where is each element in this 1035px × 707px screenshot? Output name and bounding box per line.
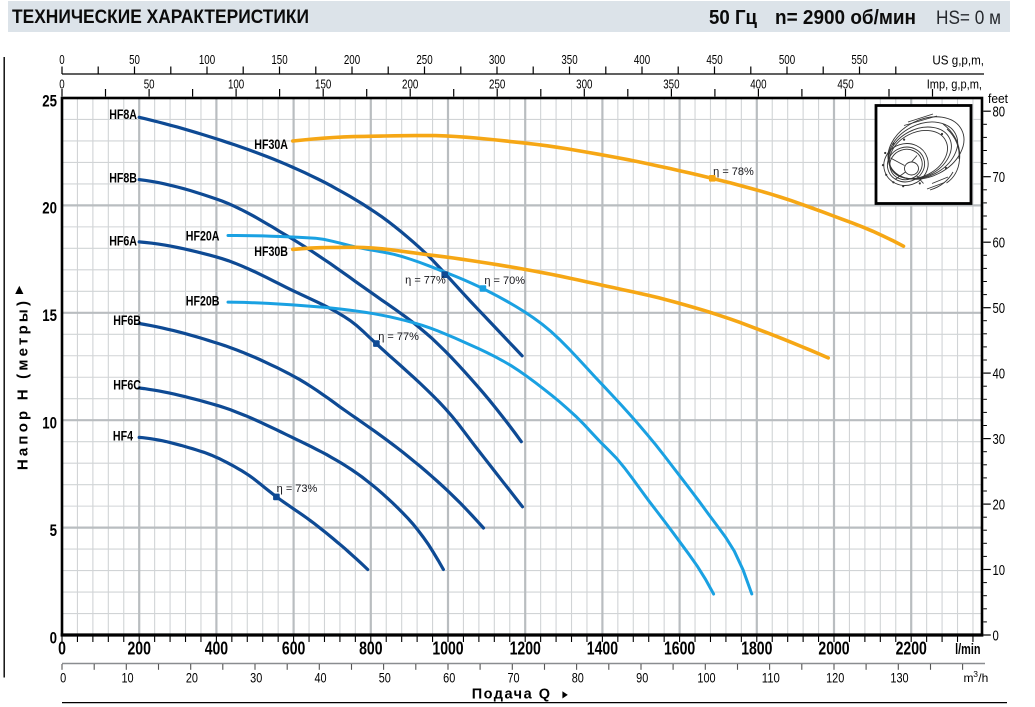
svg-text:120: 120 (826, 669, 844, 685)
svg-text:3: 3 (973, 669, 978, 679)
svg-text:130: 130 (890, 669, 908, 685)
svg-text:HF30A: HF30A (254, 136, 288, 152)
svg-text:400: 400 (750, 77, 766, 91)
svg-text:5: 5 (50, 521, 57, 540)
svg-text:2200: 2200 (896, 639, 927, 659)
svg-text:150: 150 (271, 53, 287, 67)
svg-text:0: 0 (58, 639, 66, 659)
svg-text:η = 78%: η = 78% (713, 166, 754, 178)
svg-text:400: 400 (634, 53, 650, 67)
svg-text:10: 10 (993, 563, 1006, 579)
svg-text:Подача Q: Подача Q (472, 687, 552, 703)
svg-text:1800: 1800 (741, 639, 772, 659)
svg-text:60: 60 (993, 236, 1006, 252)
svg-text:150: 150 (315, 77, 331, 91)
svg-text:50: 50 (129, 53, 140, 67)
svg-text:110: 110 (762, 669, 780, 685)
svg-text:350: 350 (663, 77, 679, 91)
svg-text:40: 40 (993, 367, 1006, 383)
svg-text:0: 0 (59, 53, 64, 67)
svg-text:η = 73%: η = 73% (277, 483, 318, 495)
svg-text:200: 200 (402, 77, 418, 91)
svg-text:1400: 1400 (587, 639, 618, 659)
svg-text:1000: 1000 (432, 639, 463, 659)
svg-text:90: 90 (636, 669, 648, 685)
svg-text:25: 25 (42, 91, 57, 110)
svg-text:/h: /h (978, 671, 988, 685)
svg-text:0: 0 (60, 669, 66, 685)
svg-text:50: 50 (379, 669, 391, 685)
svg-text:350: 350 (561, 53, 577, 67)
svg-text:800: 800 (359, 639, 382, 659)
svg-text:600: 600 (282, 639, 305, 659)
svg-text:US g,p,m,: US g,p,m, (932, 53, 984, 67)
svg-text:Напор H (метры): Напор H (метры) (15, 298, 32, 470)
svg-text:HF20B: HF20B (186, 293, 220, 309)
svg-text:HF6C: HF6C (113, 377, 141, 393)
svg-text:n= 2900 об/мин: n= 2900 об/мин (775, 7, 916, 29)
svg-text:10: 10 (121, 669, 133, 685)
svg-text:HF20A: HF20A (186, 228, 220, 244)
svg-text:HF4: HF4 (113, 428, 133, 444)
svg-text:η = 77%: η = 77% (378, 331, 419, 343)
svg-text:250: 250 (489, 77, 505, 91)
svg-text:30: 30 (993, 432, 1006, 448)
svg-text:HF6B: HF6B (113, 312, 141, 328)
svg-text:20: 20 (186, 669, 198, 685)
svg-text:1600: 1600 (664, 639, 695, 659)
svg-text:450: 450 (837, 77, 853, 91)
svg-text:ТЕХНИЧЕСКИЕ ХАРАКТЕРИСТИКИ: ТЕХНИЧЕСКИЕ ХАРАКТЕРИСТИКИ (12, 6, 309, 28)
svg-text:100: 100 (228, 77, 244, 91)
svg-text:100: 100 (697, 669, 715, 685)
svg-text:15: 15 (42, 306, 57, 325)
svg-text:m: m (964, 671, 974, 685)
svg-text:HF8B: HF8B (109, 170, 137, 186)
svg-text:400: 400 (205, 639, 228, 659)
svg-text:70: 70 (507, 669, 519, 685)
svg-text:10: 10 (42, 414, 57, 433)
svg-text:200: 200 (128, 639, 151, 659)
svg-text:80: 80 (993, 105, 1006, 121)
svg-text:l/min: l/min (955, 642, 980, 658)
svg-text:40: 40 (314, 669, 326, 685)
svg-text:0: 0 (59, 77, 64, 91)
svg-text:200: 200 (344, 53, 360, 67)
svg-text:20: 20 (993, 498, 1006, 514)
svg-text:550: 550 (851, 53, 867, 67)
svg-text:20: 20 (42, 199, 57, 218)
svg-text:0: 0 (993, 629, 999, 645)
svg-text:HF6A: HF6A (109, 233, 137, 249)
svg-text:50: 50 (144, 77, 155, 91)
svg-text:100: 100 (199, 53, 215, 67)
svg-text:η = 77%: η = 77% (405, 275, 446, 287)
svg-text:η = 70%: η = 70% (484, 275, 525, 287)
svg-text:30: 30 (250, 669, 262, 685)
svg-text:60: 60 (443, 669, 455, 685)
svg-text:450: 450 (706, 53, 722, 67)
svg-text:500: 500 (779, 53, 795, 67)
svg-text:HF8A: HF8A (109, 106, 137, 122)
svg-text:50 Гц: 50 Гц (709, 7, 758, 29)
svg-text:50: 50 (993, 301, 1006, 317)
svg-text:300: 300 (576, 77, 592, 91)
svg-text:300: 300 (489, 53, 505, 67)
svg-text:Imp, g,p,m,: Imp, g,p,m, (927, 77, 982, 91)
svg-text:1200: 1200 (510, 639, 541, 659)
svg-text:80: 80 (572, 669, 584, 685)
svg-text:2000: 2000 (818, 639, 849, 659)
svg-text:0: 0 (50, 628, 57, 647)
svg-text:HF30B: HF30B (254, 243, 288, 259)
svg-text:70: 70 (993, 170, 1006, 186)
svg-text:feet: feet (988, 92, 1008, 106)
svg-text:HS= 0 м: HS= 0 м (936, 7, 1001, 29)
svg-text:250: 250 (416, 53, 432, 67)
